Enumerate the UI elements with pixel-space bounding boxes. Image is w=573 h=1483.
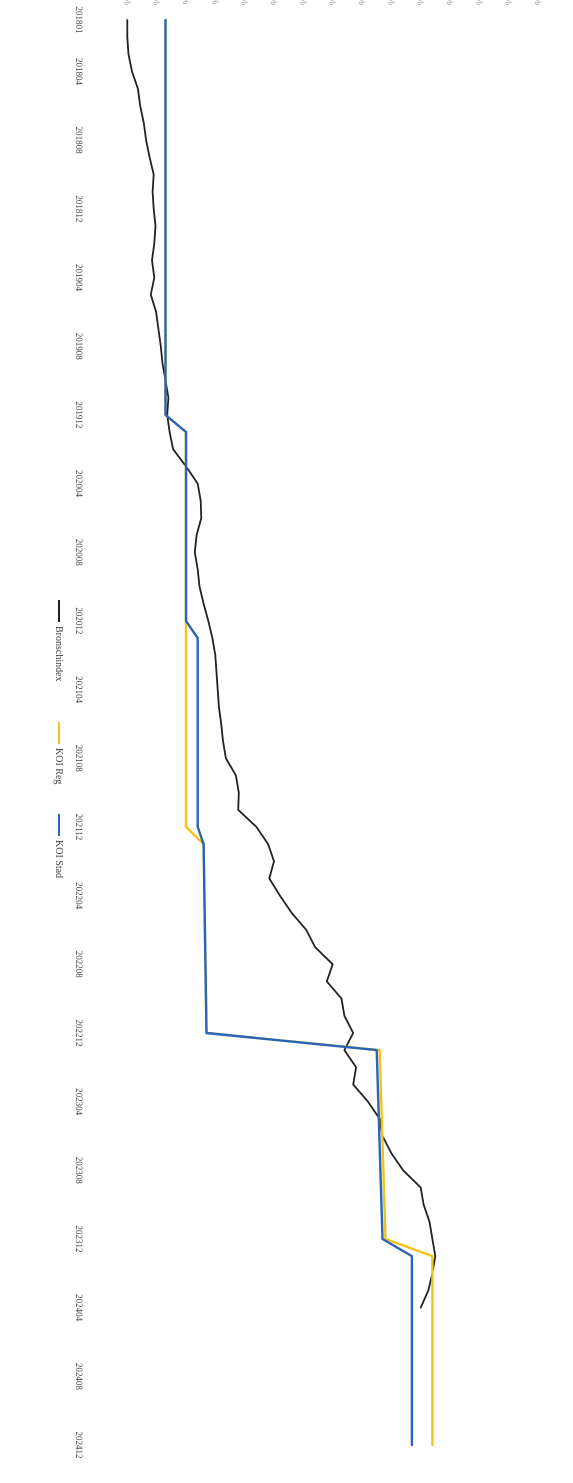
y-tick-label: 140% <box>357 0 367 5</box>
y-tick-label: 135% <box>328 0 338 5</box>
x-tick-label: 202212 <box>74 1019 84 1046</box>
x-tick-label: 201812 <box>74 195 84 222</box>
x-tick-label: 202104 <box>74 676 84 704</box>
legend-label: KOI Stad <box>53 840 64 878</box>
y-tick-label: 100% <box>122 0 132 5</box>
legend-label: KOI Reg <box>53 748 64 784</box>
y-tick-label: 150% <box>416 0 426 5</box>
x-tick-label: 202412 <box>74 1432 84 1459</box>
x-tick-label: 201804 <box>74 58 84 86</box>
rotated-plot: 95%100%105%110%115%120%125%130%135%140%1… <box>53 0 543 1459</box>
x-tick-label: 201808 <box>74 127 84 155</box>
x-tick-label: 202004 <box>74 470 84 498</box>
series-lines <box>126 18 437 1447</box>
y-axis: 95%100%105%110%115%120%125%130%135%140%1… <box>93 0 543 5</box>
x-tick-label: 202008 <box>74 539 84 567</box>
x-tick-label: 201908 <box>74 333 84 361</box>
y-tick-label: 170% <box>533 0 543 5</box>
y-tick-label: 130% <box>298 0 308 5</box>
x-tick-label: 202404 <box>74 1294 84 1322</box>
y-tick-label: 120% <box>240 0 250 5</box>
y-tick-label: 155% <box>445 0 455 5</box>
series-line-koi-reg <box>164 18 434 1447</box>
x-tick-label: 202312 <box>74 1225 84 1252</box>
x-tick-label: 201912 <box>74 401 84 428</box>
x-tick-label: 202012 <box>74 607 84 634</box>
x-tick-label: 202112 <box>74 814 84 841</box>
x-tick-label: 202108 <box>74 745 84 773</box>
x-tick-label: 201904 <box>74 264 84 292</box>
x-tick-label: 202308 <box>74 1157 84 1185</box>
y-tick-label: 110% <box>181 0 191 4</box>
x-tick-label: 202304 <box>74 1088 84 1116</box>
x-tick-label: 202204 <box>74 882 84 910</box>
x-tick-label: 202408 <box>74 1363 84 1391</box>
y-tick-label: 145% <box>386 0 396 5</box>
x-tick-label: 202208 <box>74 951 84 979</box>
y-tick-label: 165% <box>504 0 514 5</box>
y-tick-label: 115% <box>210 0 220 4</box>
legend: Bronschindex KOI Reg KOI Stad <box>53 600 64 878</box>
series-line-bronschindex <box>126 19 437 1309</box>
y-tick-label: 160% <box>474 0 484 5</box>
series-line-koi-stad <box>164 18 414 1447</box>
x-axis: 201801 201804 201808 201812 201904 201908 2019… <box>74 7 84 1459</box>
y-tick-label: 125% <box>269 0 279 5</box>
x-tick-label: 201801 <box>74 7 84 34</box>
legend-label: Bronschindex <box>53 626 64 682</box>
y-tick-label: 105% <box>152 0 162 5</box>
